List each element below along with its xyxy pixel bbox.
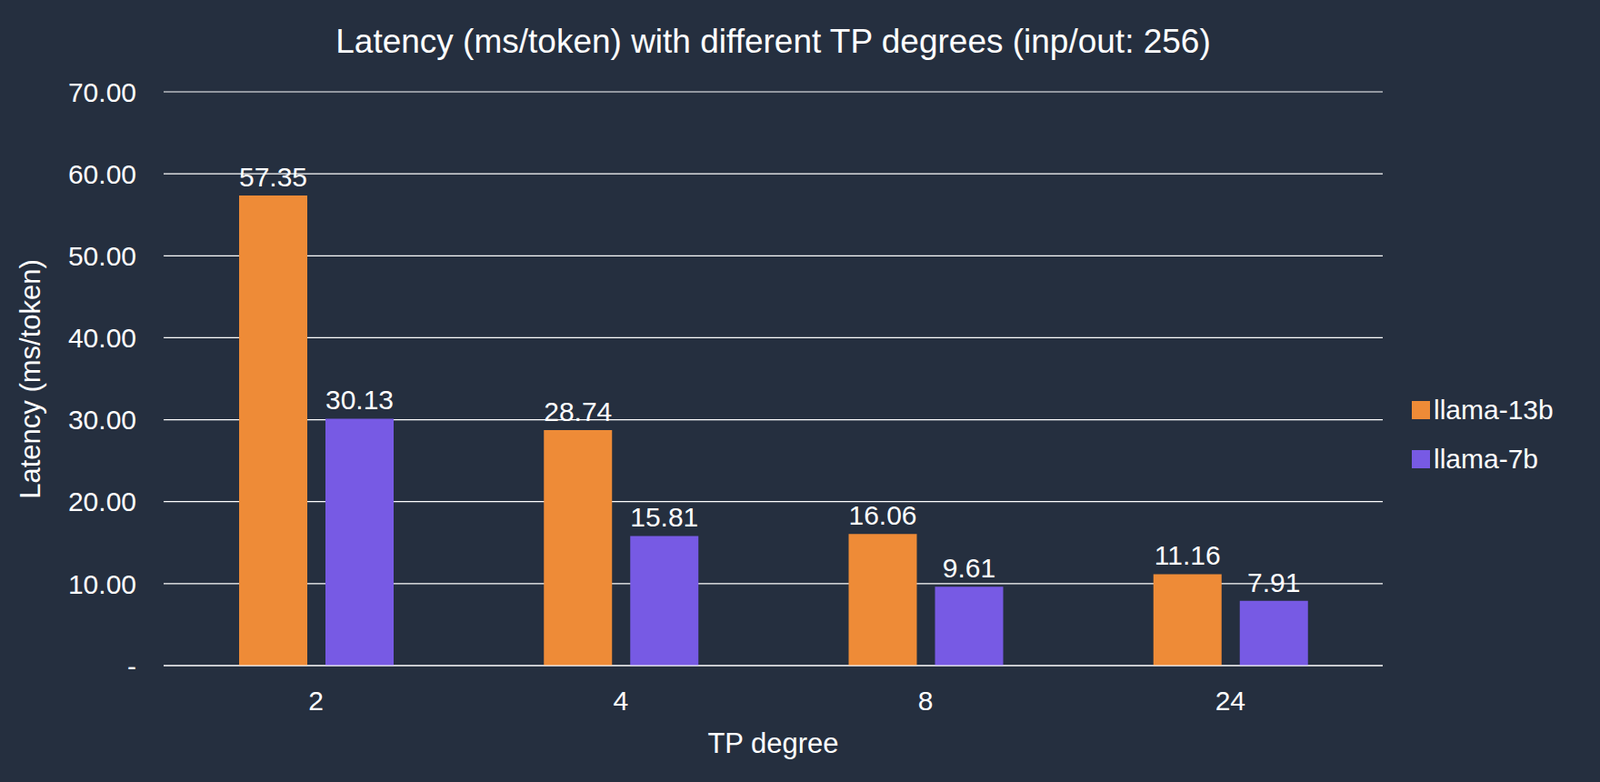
svg-text:60.00: 60.00 <box>68 159 137 190</box>
svg-text:15.81: 15.81 <box>630 501 699 532</box>
svg-text:24: 24 <box>1215 685 1246 716</box>
html-text:TP degree: TP degree <box>707 727 839 760</box>
html-text:llama-13b: llama-13b <box>1433 394 1554 425</box>
html-text:llama-7b: llama-7b <box>1433 443 1539 474</box>
svg-text:10.00: 10.00 <box>68 569 137 600</box>
svg-text:40.00: 40.00 <box>68 322 137 353</box>
svg-text:50.00: 50.00 <box>68 240 137 271</box>
svg-text:11.16: 11.16 <box>1154 540 1221 570</box>
svg-text:2: 2 <box>308 685 324 716</box>
html-text:Latency (ms/token) with differ: Latency (ms/token) with different TP deg… <box>335 22 1211 60</box>
svg-text:20.00: 20.00 <box>68 486 137 517</box>
svg-text:28.74: 28.74 <box>543 396 612 427</box>
svg-text:-: - <box>127 650 137 681</box>
svg-text:7.91: 7.91 <box>1247 567 1300 598</box>
svg-text:57.35: 57.35 <box>239 161 308 192</box>
svg-text:16.06: 16.06 <box>848 500 917 530</box>
svg-text:30.13: 30.13 <box>325 384 394 415</box>
html-text:Latency (ms/token): Latency (ms/token) <box>14 258 47 499</box>
svg-text:4: 4 <box>613 685 630 716</box>
svg-text:70.00: 70.00 <box>68 77 137 108</box>
svg-text:30.00: 30.00 <box>68 404 137 435</box>
svg-text:9.61: 9.61 <box>942 552 996 583</box>
svg-text:8: 8 <box>918 685 934 716</box>
